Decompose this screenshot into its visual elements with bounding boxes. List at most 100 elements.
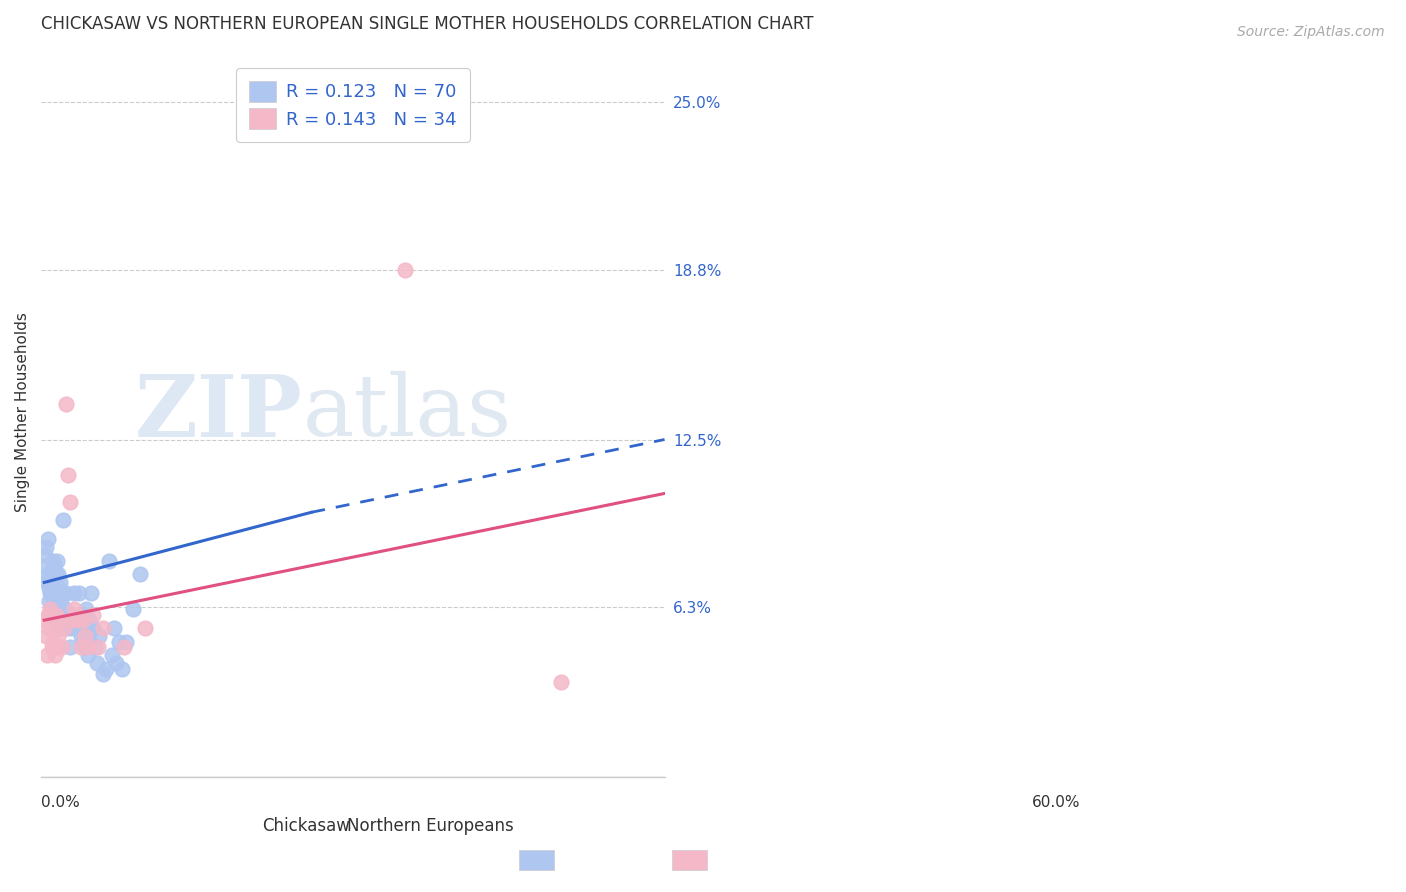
Point	[34, 549, 56, 563]
Point	[45, 602, 67, 616]
Point	[55, 586, 77, 600]
Point	[69, 640, 91, 655]
Point	[103, 621, 125, 635]
Point	[51, 640, 73, 655]
Point	[46, 602, 69, 616]
Point	[37, 607, 59, 622]
Point	[60, 613, 83, 627]
Point	[97, 554, 120, 568]
Point	[75, 602, 97, 616]
Point	[65, 607, 87, 622]
Point	[115, 634, 138, 648]
Point	[79, 634, 101, 648]
Point	[70, 607, 93, 622]
Point	[394, 262, 416, 277]
Point	[67, 586, 90, 600]
Point	[73, 621, 96, 635]
Point	[44, 613, 66, 627]
Point	[38, 621, 60, 635]
Point	[69, 629, 91, 643]
Point	[93, 621, 115, 635]
Point	[52, 613, 75, 627]
Point	[82, 607, 104, 622]
Point	[51, 586, 73, 600]
Point	[112, 640, 135, 655]
Point	[59, 494, 82, 508]
Text: atlas: atlas	[302, 371, 512, 454]
Point	[104, 657, 127, 671]
Point	[84, 640, 107, 655]
Point	[44, 648, 66, 663]
Point	[48, 621, 70, 635]
Point	[76, 640, 98, 655]
Point	[60, 621, 83, 635]
Point	[41, 634, 63, 648]
Point	[111, 662, 134, 676]
Point	[39, 602, 62, 616]
Point	[63, 602, 86, 616]
Point	[121, 602, 143, 616]
Point	[56, 467, 79, 482]
Point	[32, 559, 55, 574]
Point	[77, 613, 100, 627]
Point	[48, 581, 70, 595]
Point	[37, 648, 59, 663]
Point	[56, 607, 79, 622]
Point	[60, 613, 83, 627]
Point	[82, 621, 104, 635]
Point	[39, 586, 62, 600]
Point	[35, 629, 58, 643]
Y-axis label: Single Mother Households: Single Mother Households	[15, 312, 30, 513]
Point	[72, 613, 94, 627]
Point	[73, 640, 96, 655]
Point	[41, 586, 63, 600]
Text: 0.0%: 0.0%	[41, 795, 80, 810]
Point	[86, 657, 108, 671]
Point	[42, 559, 65, 574]
Point	[56, 621, 79, 635]
Point	[63, 586, 86, 600]
Point	[45, 586, 67, 600]
Point	[80, 586, 103, 600]
Point	[35, 541, 58, 555]
Point	[73, 629, 96, 643]
Text: ZIP: ZIP	[135, 370, 302, 455]
Point	[87, 640, 110, 655]
Point	[134, 621, 156, 635]
Point	[67, 613, 90, 627]
Point	[32, 613, 55, 627]
Point	[42, 621, 65, 635]
Point	[49, 613, 72, 627]
Point	[49, 575, 72, 590]
Point	[89, 629, 111, 643]
Point	[37, 567, 59, 582]
Point	[46, 567, 69, 582]
Point	[52, 621, 75, 635]
Point	[37, 575, 59, 590]
Point	[45, 607, 67, 622]
Text: 60.0%: 60.0%	[1032, 795, 1080, 810]
Point	[550, 675, 572, 690]
Point	[49, 594, 72, 608]
Point	[46, 629, 69, 643]
Point	[59, 640, 82, 655]
Text: CHICKASAW VS NORTHERN EUROPEAN SINGLE MOTHER HOUSEHOLDS CORRELATION CHART: CHICKASAW VS NORTHERN EUROPEAN SINGLE MO…	[41, 15, 814, 33]
Point	[76, 648, 98, 663]
Point	[72, 634, 94, 648]
Point	[39, 575, 62, 590]
Point	[94, 662, 117, 676]
Point	[93, 667, 115, 681]
Point	[108, 634, 131, 648]
Point	[45, 554, 67, 568]
Point	[53, 602, 76, 616]
Point	[37, 533, 59, 547]
Legend: R = 0.123   N = 70, R = 0.143   N = 34: R = 0.123 N = 70, R = 0.143 N = 34	[236, 69, 470, 142]
Point	[45, 567, 67, 582]
Point	[65, 613, 87, 627]
Text: Chickasaw: Chickasaw	[263, 817, 350, 835]
Point	[41, 554, 63, 568]
Point	[100, 648, 122, 663]
Point	[66, 621, 89, 635]
Point	[38, 581, 60, 595]
Point	[44, 575, 66, 590]
